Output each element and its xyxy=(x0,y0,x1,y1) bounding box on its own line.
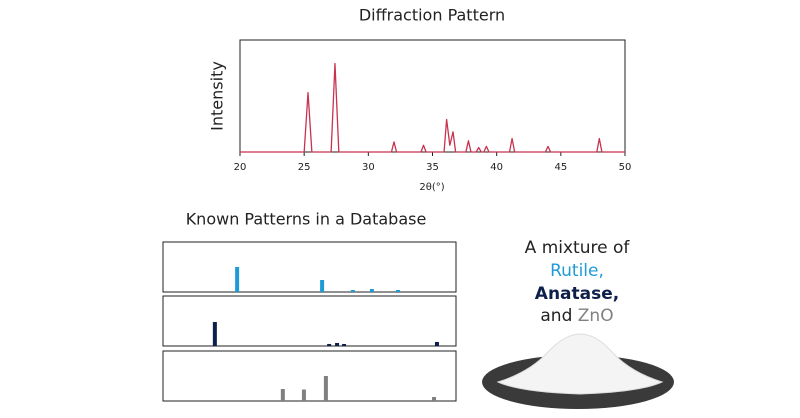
stick xyxy=(301,389,306,401)
stick xyxy=(395,290,400,292)
x-tick-label: 30 xyxy=(362,162,375,173)
caption: A mixture of Rutile, Anatase, and ZnO xyxy=(525,238,631,326)
stick xyxy=(369,289,374,292)
stick xyxy=(323,376,328,401)
stick xyxy=(212,322,217,346)
caption-and: and xyxy=(540,306,572,326)
stick xyxy=(434,342,439,346)
panel-frame xyxy=(162,350,457,402)
panel-frame xyxy=(162,241,457,293)
stick xyxy=(320,280,325,292)
stick xyxy=(280,389,285,401)
stick xyxy=(350,290,355,292)
x-axis-label: 2θ(°) xyxy=(419,182,444,193)
caption-line: A mixture of xyxy=(525,238,631,258)
x-tick-label: 40 xyxy=(490,162,503,173)
chart-title: Known Patterns in a Database xyxy=(186,210,427,229)
x-tick-label: 45 xyxy=(554,162,567,173)
stick xyxy=(342,344,347,346)
stick xyxy=(432,397,437,401)
caption-rutile: Rutile, xyxy=(550,261,604,281)
stick xyxy=(327,344,332,346)
y-axis-label: Intensity xyxy=(208,61,227,131)
x-tick-label: 50 xyxy=(619,162,632,173)
caption-zno: ZnO xyxy=(578,306,614,326)
caption-anatase: Anatase, xyxy=(535,284,619,304)
plot-frame xyxy=(239,39,626,153)
x-tick-label: 25 xyxy=(298,162,311,173)
x-tick-label: 35 xyxy=(426,162,439,173)
chart-title: Diffraction Pattern xyxy=(359,6,505,25)
panel-frame xyxy=(162,295,457,347)
powder-illustration xyxy=(482,333,674,409)
caption-line: and ZnO xyxy=(540,306,613,326)
stick xyxy=(335,343,340,346)
x-tick-label: 20 xyxy=(234,162,247,173)
data-line xyxy=(240,62,625,153)
stick xyxy=(235,267,240,292)
powder-pile xyxy=(496,333,664,395)
